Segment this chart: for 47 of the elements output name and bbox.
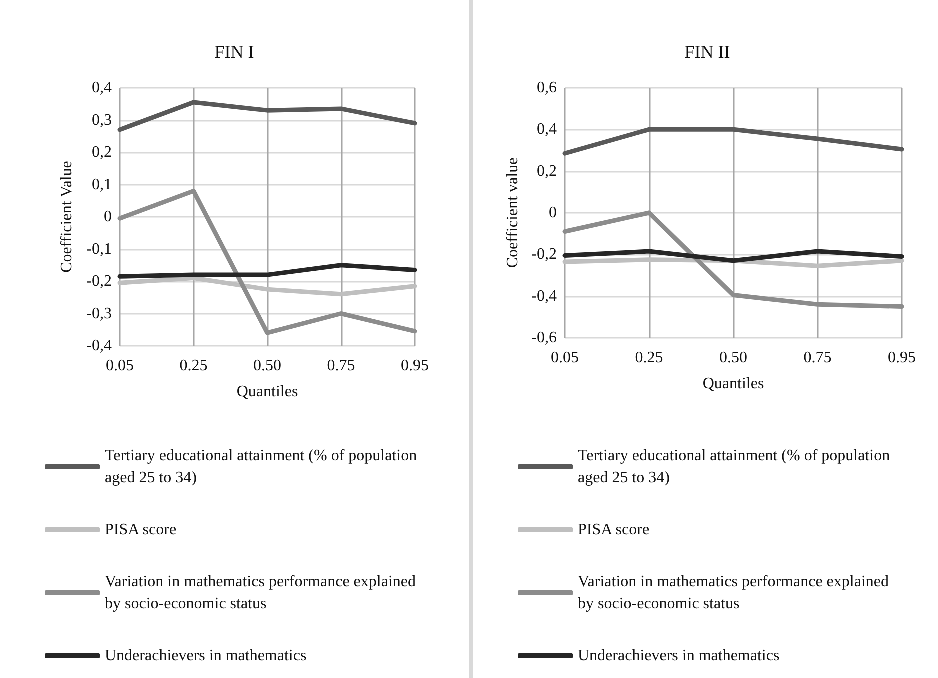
x-tick-label: 0.75 bbox=[804, 350, 832, 366]
x-tick-label: 0.05 bbox=[551, 350, 579, 366]
line-series bbox=[562, 210, 904, 309]
x-tick-label: 0.05 bbox=[106, 358, 134, 374]
y-tick-label: -0,3 bbox=[86, 305, 112, 322]
y-tick-label: -0,1 bbox=[86, 240, 112, 258]
x-tick-label: 0.25 bbox=[635, 350, 664, 366]
legend-label: Tertiary educational attainment (% of population aged 25 to 34) bbox=[105, 448, 422, 486]
y-tick-label: -0,2 bbox=[86, 273, 112, 290]
x-tick-label: 0.50 bbox=[720, 350, 748, 366]
y-tick-label: 0,6 bbox=[537, 80, 557, 96]
y-tick-label: 0,4 bbox=[537, 121, 557, 138]
y-tick-label: 0 bbox=[549, 204, 557, 222]
legend-label: Tertiary educational attainment (% of population aged 25 to 34) bbox=[578, 448, 894, 486]
y-axis-title: Coefficient value bbox=[504, 158, 522, 268]
x-tick-label: 0.25 bbox=[180, 358, 208, 374]
y-tick-label: 0,2 bbox=[92, 144, 112, 161]
line-series bbox=[118, 263, 418, 279]
y-tick-label: 0,4 bbox=[92, 80, 112, 96]
y-tick-label: 0 bbox=[104, 208, 112, 226]
y-tick-label: 0,3 bbox=[92, 112, 112, 129]
line-series bbox=[562, 127, 904, 156]
legend-label: PISA score bbox=[578, 522, 650, 538]
legend-label: Variation in mathematics performance explained by socio-economic status bbox=[105, 574, 420, 612]
x-tick-label: 0.75 bbox=[327, 358, 356, 374]
y-tick-label: -0,2 bbox=[532, 246, 557, 264]
x-tick-label: 0.95 bbox=[401, 358, 429, 374]
y-tick-label: -0,4 bbox=[86, 338, 112, 354]
x-tick-label: 0.50 bbox=[254, 358, 282, 374]
y-tick-label: -0,4 bbox=[532, 288, 557, 305]
x-tick-label: 0.95 bbox=[888, 350, 916, 366]
chart-title: FIN II bbox=[684, 42, 730, 62]
legend-label: Variation in mathematics performance explained by socio-economic status bbox=[578, 574, 893, 612]
chart-title: FIN I bbox=[214, 42, 254, 62]
legend-label: Underachievers in mathematics bbox=[105, 648, 307, 664]
x-axis-title: Quantiles bbox=[236, 384, 298, 400]
line-series bbox=[118, 100, 418, 132]
line-series bbox=[562, 249, 904, 264]
x-axis-title: Quantiles bbox=[702, 376, 764, 392]
line-series bbox=[118, 188, 418, 336]
legend-label: Underachievers in mathematics bbox=[578, 648, 780, 664]
line-series bbox=[118, 276, 418, 297]
y-tick-label: -0,6 bbox=[532, 330, 557, 346]
y-axis-title: Coefficient Value bbox=[58, 161, 76, 273]
y-tick-label: 0,1 bbox=[92, 176, 112, 194]
y-tick-label: 0,2 bbox=[537, 162, 557, 180]
legend-label: PISA score bbox=[105, 522, 177, 538]
